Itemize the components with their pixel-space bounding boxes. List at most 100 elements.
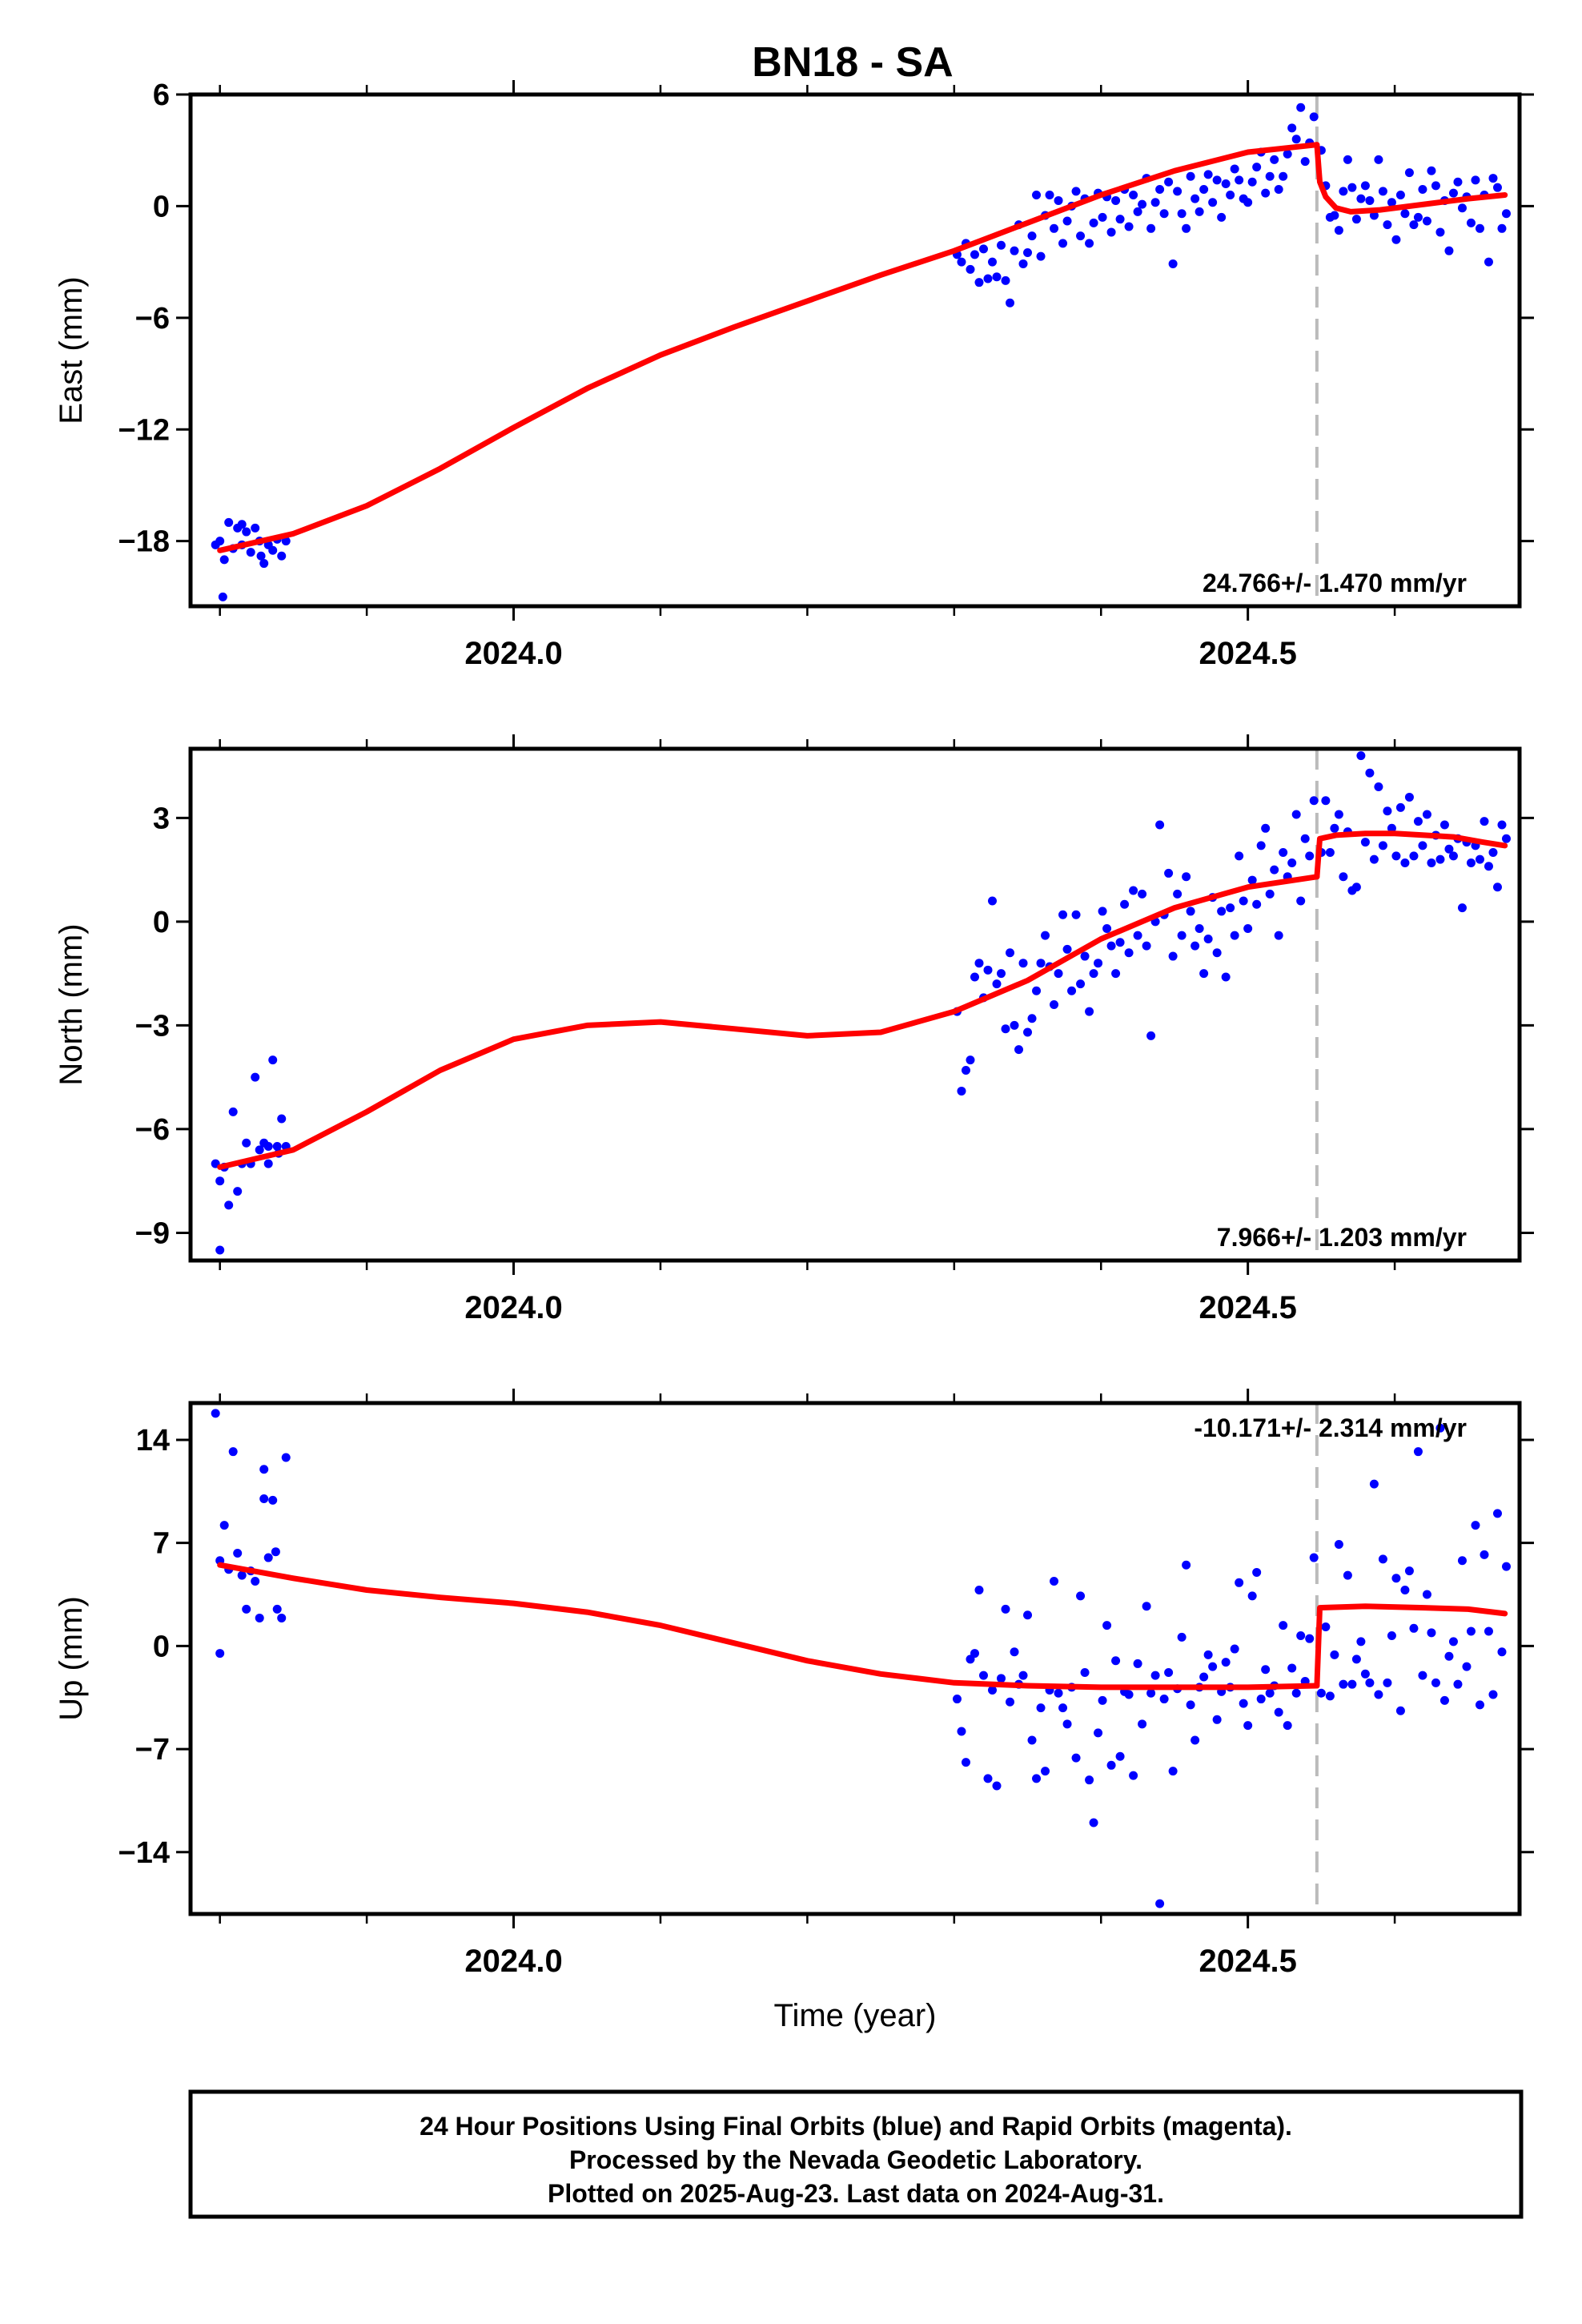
up-data-point	[1287, 1663, 1297, 1673]
north-data-point	[1501, 834, 1511, 843]
north-data-point	[966, 1055, 975, 1065]
north-data-point	[1098, 907, 1107, 916]
east-data-point	[1023, 248, 1033, 258]
north-data-point	[1247, 875, 1257, 885]
up-data-point	[277, 1613, 287, 1622]
east-data-point	[1164, 177, 1174, 187]
east-data-point	[1010, 246, 1019, 255]
up-data-point	[242, 1604, 251, 1614]
north-data-point	[1203, 934, 1213, 943]
up-data-point	[1235, 1578, 1244, 1587]
up-data-point	[1439, 1695, 1449, 1705]
east-data-point	[1351, 215, 1361, 224]
north-data-point	[1168, 951, 1178, 961]
north-data-point	[1071, 910, 1081, 919]
north-data-point	[1409, 851, 1419, 861]
up-y-tick-label: 14	[136, 1424, 170, 1458]
east-data-point	[1226, 190, 1235, 199]
up-y-tick-label: −7	[135, 1733, 170, 1767]
north-rate-label: 7.966+/- 1.203 mm/yr	[1217, 1223, 1467, 1252]
up-data-point	[1256, 1695, 1266, 1704]
north-data-point	[992, 979, 1002, 989]
up-data-point	[1387, 1631, 1396, 1641]
up-data-point	[1369, 1479, 1379, 1489]
east-data-point	[1300, 157, 1310, 167]
north-data-point	[988, 896, 998, 906]
north-data-point	[1001, 1024, 1010, 1034]
up-frame	[188, 1401, 1522, 1916]
north-data-point	[1356, 751, 1366, 761]
north-data-point	[1321, 796, 1331, 806]
east-panel: 2024.0 2024.5 6 0 −6 −12 −18 East (mm) 24.766+/-…	[54, 78, 1534, 671]
up-data-point	[1435, 1423, 1445, 1433]
east-y-tick-label: −6	[135, 302, 170, 336]
east-data-point	[1168, 259, 1178, 268]
east-data-point	[1001, 275, 1010, 285]
up-data-point	[1062, 1719, 1072, 1729]
up-data-point	[1252, 1567, 1262, 1577]
north-data-point	[1054, 969, 1063, 979]
east-data-point	[1356, 194, 1366, 203]
east-data-point	[1409, 220, 1419, 230]
up-data-point	[1356, 1637, 1366, 1647]
north-data-point	[1014, 1045, 1024, 1055]
east-data-point	[1457, 203, 1467, 213]
up-y-tick-label: 0	[153, 1630, 170, 1663]
east-data-point	[1296, 103, 1306, 112]
east-data-point	[256, 551, 266, 561]
east-data-point	[1027, 231, 1037, 241]
east-data-point	[224, 517, 234, 527]
up-data-point	[1010, 1647, 1019, 1657]
up-data-point	[219, 1521, 229, 1530]
east-frame	[188, 92, 1522, 609]
east-data-point	[978, 244, 988, 254]
east-data-point	[268, 545, 278, 555]
north-fit-line	[1314, 830, 1508, 880]
up-data-point	[1431, 1678, 1440, 1687]
up-data-point	[1085, 1775, 1094, 1785]
north-data-point	[961, 1066, 970, 1076]
north-data-point	[1058, 910, 1068, 919]
east-data-point	[1270, 155, 1279, 164]
north-data-point	[1351, 883, 1361, 892]
east-data-point	[957, 257, 966, 267]
north-data-point	[277, 1114, 287, 1124]
up-data-point	[1453, 1679, 1463, 1689]
up-data-point	[1115, 1751, 1125, 1761]
north-data-point	[215, 1176, 225, 1186]
east-y-tick-label: 0	[153, 190, 170, 223]
east-data-point	[1018, 259, 1028, 268]
up-data-point	[1164, 1667, 1174, 1677]
north-data-point	[1235, 851, 1244, 861]
east-data-point	[1221, 179, 1231, 189]
north-plot-area	[191, 749, 1520, 1261]
east-x-tick-label: 2024.0	[464, 636, 562, 671]
up-data-point	[1243, 1721, 1253, 1731]
north-data-point	[1334, 810, 1343, 819]
east-data-point	[1217, 212, 1227, 222]
north-data-point	[1094, 959, 1103, 968]
east-data-point	[1400, 209, 1410, 219]
north-fit-line	[217, 874, 1320, 1170]
east-data-point	[1050, 223, 1059, 233]
east-data-point	[1418, 185, 1427, 195]
north-data-point	[1395, 802, 1405, 812]
up-data-point	[1501, 1562, 1511, 1571]
north-y-tick-label: −3	[135, 1009, 170, 1043]
east-data-point	[1475, 223, 1484, 233]
north-data-point	[1374, 782, 1383, 791]
up-data-point	[1177, 1632, 1186, 1642]
north-data-point	[1106, 941, 1116, 951]
up-data-point	[1094, 1728, 1103, 1738]
up-x-axis-label: Time (year)	[774, 1998, 937, 2033]
north-data-point	[1133, 931, 1142, 940]
east-data-point	[218, 592, 227, 601]
east-data-point	[1378, 187, 1387, 196]
up-data-point	[1480, 1550, 1489, 1559]
up-data-point	[1155, 1899, 1165, 1908]
up-data-point	[1316, 1688, 1326, 1698]
up-data-point	[1391, 1574, 1401, 1583]
up-data-point	[1006, 1697, 1015, 1707]
up-data-point	[992, 1781, 1002, 1791]
up-data-point	[1018, 1671, 1028, 1680]
